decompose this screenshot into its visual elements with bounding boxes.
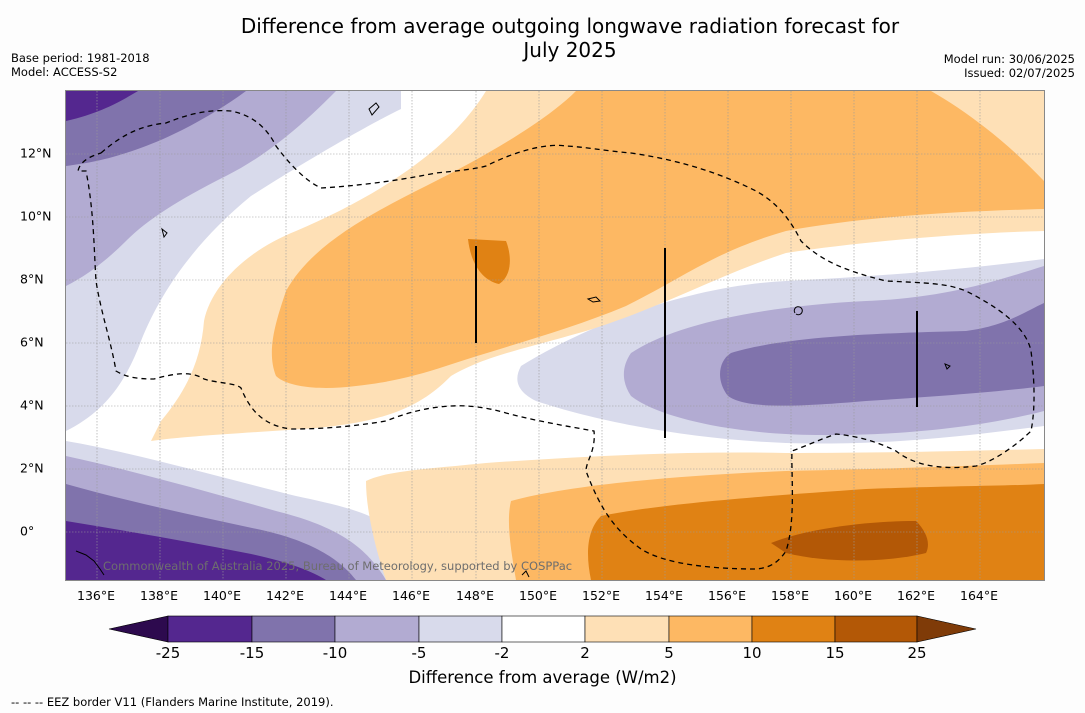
issued-text: Issued: 02/07/2025 bbox=[964, 66, 1075, 80]
title-line-2: July 2025 bbox=[523, 38, 617, 62]
lat-label-8n: 8°N bbox=[20, 271, 44, 287]
colorbar-tick-label: 2 bbox=[580, 644, 590, 662]
eez-footnote: -- -- -- EEZ border V11 (Flanders Marine… bbox=[11, 695, 334, 709]
island-pingelap bbox=[586, 296, 602, 303]
colorbar-extend-low bbox=[108, 615, 169, 643]
chart-title: Difference from average outgoing longwav… bbox=[210, 14, 930, 62]
lat-label-2n: 2°N bbox=[20, 460, 44, 476]
colorbar-bin-9 bbox=[834, 615, 918, 643]
island-guam bbox=[368, 102, 380, 116]
title-line-1: Difference from average outgoing longwav… bbox=[240, 14, 900, 38]
colorbar-bin-7 bbox=[668, 615, 753, 643]
orange-region-north-mid bbox=[271, 91, 1044, 388]
island-kosrae bbox=[944, 363, 951, 370]
colorbar-bin-5 bbox=[501, 615, 586, 643]
lon-label-140e: 140°E bbox=[202, 588, 242, 603]
eez-borders bbox=[77, 109, 1035, 570]
colorbar-bin-2 bbox=[251, 615, 336, 643]
eez-border-palau-fsm-west bbox=[77, 109, 1035, 570]
lon-label-156e: 156°E bbox=[707, 588, 747, 603]
purple-region-sw-deepest bbox=[66, 521, 326, 580]
lat-label-10n: 10°N bbox=[20, 208, 52, 224]
lon-label-158e: 158°E bbox=[770, 588, 810, 603]
model-run-info: Model run: 30/06/2025 Issued: 02/07/2025 bbox=[944, 52, 1075, 80]
lon-label-164e: 164°E bbox=[959, 588, 999, 603]
colorbar-tick-label: 10 bbox=[742, 644, 762, 662]
colorbar-tick-label: -5 bbox=[411, 644, 427, 662]
island-yap bbox=[161, 227, 168, 239]
lon-label-162e: 162°E bbox=[896, 588, 936, 603]
colorbar-tick-label: -15 bbox=[239, 644, 265, 662]
orange-region-south-strongest bbox=[771, 521, 928, 561]
lon-label-146e: 146°E bbox=[391, 588, 431, 603]
purple-region-nw-deepest bbox=[66, 91, 138, 121]
island-nauru-vicinity bbox=[521, 570, 530, 578]
lon-label-160e: 160°E bbox=[833, 588, 873, 603]
colorbar-extend-high bbox=[916, 615, 977, 643]
model-run-text: Model run: 30/06/2025 bbox=[943, 52, 1075, 66]
colorbar-tick-label: 15 bbox=[825, 644, 845, 662]
copyright-notice: Commonwealth of Australia 2025, Bureau o… bbox=[103, 559, 573, 573]
orange-region-north-strong bbox=[468, 239, 510, 284]
lat-label-0: 0° bbox=[20, 523, 35, 539]
colorbar-bin-6 bbox=[584, 615, 670, 643]
purple-region-nw-dark bbox=[66, 91, 246, 166]
lon-label-150e: 150°E bbox=[518, 588, 558, 603]
forecast-markers bbox=[475, 246, 918, 438]
purple-region-east-dark bbox=[720, 303, 1044, 406]
lat-label-6n: 6°N bbox=[20, 334, 44, 350]
lat-label-12n: 12°N bbox=[20, 145, 52, 161]
lon-label-136e: 136°E bbox=[76, 588, 116, 603]
lon-label-144e: 144°E bbox=[328, 588, 368, 603]
colorbar-tick-label: 25 bbox=[907, 644, 927, 662]
lon-label-142e: 142°E bbox=[265, 588, 305, 603]
model-text: Model: ACCESS-S2 bbox=[11, 65, 118, 79]
colorbar-title: Difference from average (W/m2) bbox=[408, 668, 677, 687]
coastlines bbox=[75, 102, 951, 578]
colorbar-tick-label: -10 bbox=[322, 644, 348, 662]
base-period-text: Base period: 1981-2018 bbox=[11, 51, 150, 65]
lon-label-152e: 152°E bbox=[581, 588, 621, 603]
colorbar-tick-label: -2 bbox=[494, 644, 510, 662]
island-pohnpei bbox=[793, 306, 803, 316]
colorbar bbox=[108, 615, 977, 643]
colorbar-tick-label: -25 bbox=[155, 644, 181, 662]
base-period-info: Base period: 1981-2018 Model: ACCESS-S2 bbox=[11, 51, 150, 79]
lat-label-4n: 4°N bbox=[20, 397, 44, 413]
colorbar-bin-1 bbox=[167, 615, 253, 643]
colorbar-bin-3 bbox=[334, 615, 420, 643]
anomaly-map bbox=[65, 90, 1045, 581]
lon-label-148e: 148°E bbox=[455, 588, 495, 603]
lon-label-154e: 154°E bbox=[644, 588, 684, 603]
colorbar-bin-4 bbox=[418, 615, 503, 643]
colorbar-tick-label: 5 bbox=[664, 644, 674, 662]
island-new-guinea-islands bbox=[75, 550, 105, 576]
lon-label-138e: 138°E bbox=[139, 588, 179, 603]
colorbar-bin-8 bbox=[751, 615, 836, 643]
